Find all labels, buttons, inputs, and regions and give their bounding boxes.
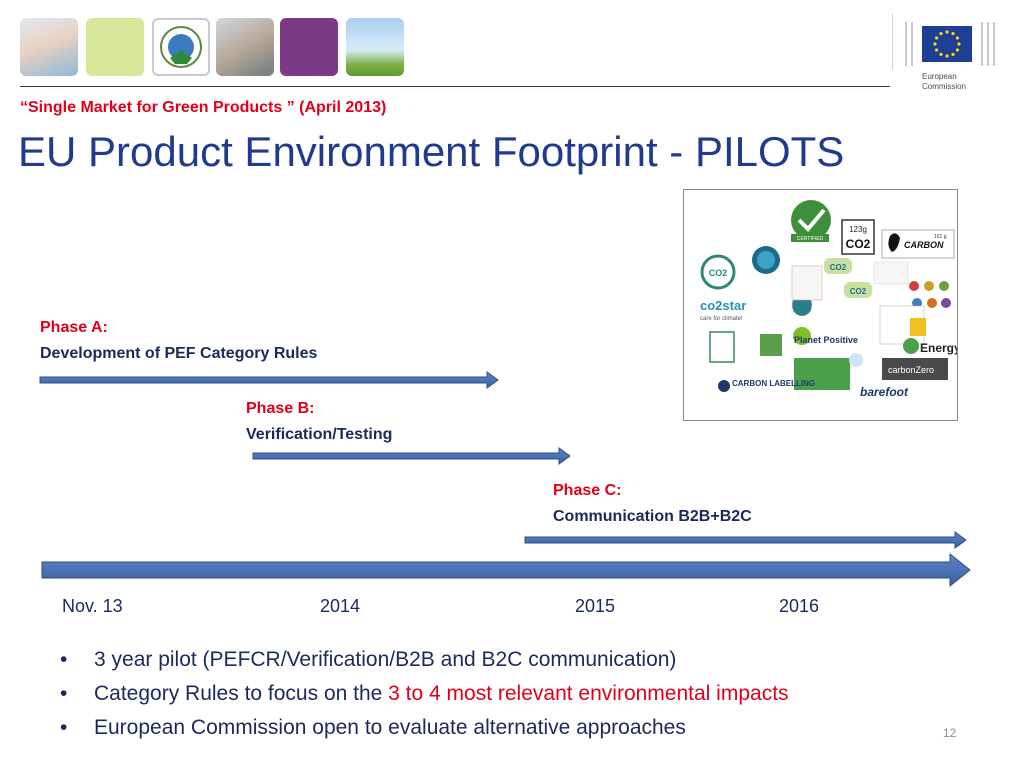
ecolabel-text: CO2: [830, 263, 847, 272]
ecolabel-text: care for climate!: [700, 316, 743, 322]
bullet-item: • European Commission open to evaluate a…: [58, 711, 789, 745]
purple-tile: [280, 18, 338, 76]
bullet-dot: •: [60, 716, 68, 739]
co2-123g-label: 123g CO2: [841, 219, 875, 255]
phase-b-arrow: [252, 447, 571, 465]
phase-c-arrow: [524, 531, 967, 549]
ecolabel-collage: CERTIFIED 123g CO2 CARBON 161 g CO2 co2s…: [683, 189, 961, 421]
ecolabel-text: CO2: [850, 287, 867, 296]
carbon-footprint-label: CARBON 161 g: [881, 229, 955, 259]
timeline-tick: 2014: [320, 596, 361, 616]
european-commission-logo: [891, 14, 1024, 94]
ecolabel-text: CARBON LABELLING: [732, 379, 815, 388]
bullet-text: 3 year pilot (PEFCR/Verification/B2B and…: [94, 648, 677, 671]
phase-a-arrow: [39, 371, 499, 389]
bullet-dot: •: [60, 648, 68, 671]
ecolabel-text: CO2: [846, 237, 871, 251]
ecolabel-text: co2star: [700, 298, 746, 313]
bullet-list: • 3 year pilot (PEFCR/Verification/B2B a…: [58, 643, 789, 745]
phase-a-text: Development of PEF Category Rules: [40, 345, 318, 362]
phase-c-label: Phase C:: [553, 482, 622, 499]
ecolabel-text: CERTIFIED: [797, 236, 824, 242]
slide-subtitle: “Single Market for Green Products ” (Apr…: [20, 99, 387, 116]
phase-b-text: Verification/Testing: [246, 426, 393, 443]
slide-title: EU Product Environment Footprint - PILOT…: [18, 128, 845, 175]
woman-with-towels-photo: [20, 18, 78, 76]
eu-logo-line2: Commission: [922, 82, 967, 91]
main-timeline-arrow: [41, 552, 971, 588]
timeline-tick: Nov. 13: [62, 596, 123, 616]
timeline-tick: 2016: [779, 596, 820, 616]
european-commission-text: European Commission: [922, 72, 966, 92]
phase-c-text: Communication B2B+B2C: [553, 508, 752, 525]
family-photo: [216, 18, 274, 76]
ecolabel-text: 123g: [849, 225, 867, 234]
timeline-tick: 2015: [575, 596, 616, 616]
bullet-item: • 3 year pilot (PEFCR/Verification/B2B a…: [58, 643, 789, 677]
eu-logo-line1: European: [922, 72, 957, 81]
phase-b-label: Phase B:: [246, 400, 315, 417]
ecolabel-text: CO2: [709, 268, 728, 278]
ecolabel-badge: [152, 18, 210, 76]
ecolabel-text: Planet Positive: [794, 335, 858, 345]
bullet-highlight: 3 to 4 most relevant environmental impac…: [388, 682, 789, 705]
ecolabel-text: 161 g: [934, 234, 947, 240]
ecolabel-text: CARBON: [904, 240, 944, 250]
family-in-field-photo: [346, 18, 404, 76]
green-tile: [86, 18, 144, 76]
ecolabel-text: Energy: [920, 341, 957, 355]
header-thumbnails: [20, 18, 404, 76]
bullet-text: Category Rules to focus on the: [94, 682, 389, 705]
page-number: 12: [943, 726, 957, 740]
phase-a-label: Phase A:: [40, 319, 108, 336]
bullet-dot: •: [60, 682, 68, 705]
bullet-text: European Commission open to evaluate alt…: [94, 716, 686, 739]
header-divider: [20, 86, 890, 87]
ecolabel-text: carbonZero: [888, 365, 934, 375]
green-tick-badge: CERTIFIED: [791, 200, 831, 242]
bullet-item: • Category Rules to focus on the 3 to 4 …: [58, 677, 789, 711]
ecolabel-text: barefoot: [860, 385, 909, 399]
